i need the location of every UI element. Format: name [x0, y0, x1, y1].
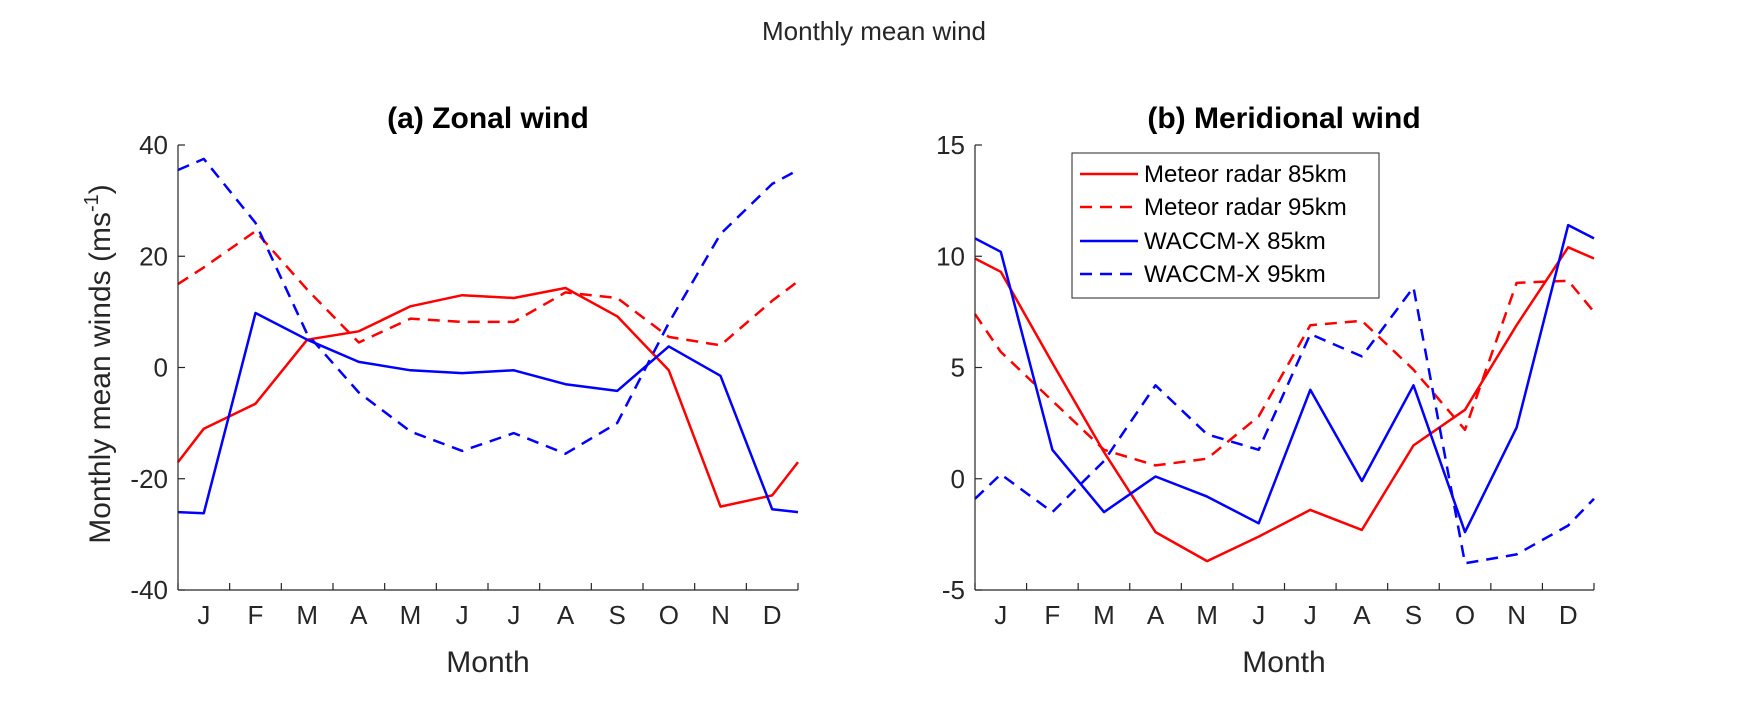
panel-a-ytick-label: 20 [139, 241, 168, 271]
panel-b-xtick-label: F [1044, 600, 1060, 630]
legend-label-waccm-95: WACCM-X 95km [1144, 261, 1326, 288]
panel-a-title: (a) Zonal wind [387, 102, 589, 135]
panel-a-ylabel-sup: -1 [81, 194, 103, 212]
panel-a-xtick-label: F [248, 600, 264, 630]
panel-a-series-lines [177, 157, 799, 515]
panel-a-series-2-line [177, 229, 799, 347]
panel-b-xlabel: Month [1242, 646, 1325, 679]
panel-a-xtick-label: J [507, 600, 520, 630]
panel-b-xtick-label: D [1559, 600, 1578, 630]
panel-a-ytick-label: 40 [139, 130, 168, 160]
panel-b-xtick-label: O [1455, 600, 1475, 630]
panel-a-xtick-label: S [608, 600, 625, 630]
panel-meridional-wind: (b) Meridional wind -5 0 5 10 15 J F M A M J J A S O N D… [936, 102, 1595, 679]
panel-b-series-1-line [974, 246, 1595, 563]
panel-a-xtick-label: J [456, 600, 469, 630]
panel-a-series-1-line [177, 286, 799, 508]
legend: Meteor radar 85km Meteor radar 95km WACC… [1071, 152, 1380, 299]
legend-label-meteor-85: Meteor radar 85km [1144, 161, 1347, 188]
panel-b-ytick-label: 0 [951, 464, 965, 494]
panel-a-ylabel-main: Monthly mean winds (ms [84, 212, 117, 544]
panel-b-ytick-label: 5 [951, 353, 965, 383]
panel-b-title: (b) Meridional wind [1147, 102, 1420, 135]
panel-b-series-4-line [974, 286, 1595, 565]
panel-a-xtick-label: D [763, 600, 782, 630]
panel-b-xtick-label: M [1093, 600, 1115, 630]
figure-suptitle: Monthly mean wind [762, 16, 986, 46]
panel-a-ytick-label: -40 [130, 575, 168, 605]
panel-b-xtick-label: J [1304, 600, 1317, 630]
panel-b-xtick-label: A [1353, 600, 1371, 630]
panel-b-series-lines [973, 223, 1595, 565]
panel-b-xtick-label: J [994, 600, 1007, 630]
legend-label-meteor-95: Meteor radar 95km [1144, 194, 1347, 221]
panel-b-series-2-line [973, 279, 1595, 467]
panel-b-xtick-label: M [1196, 600, 1218, 630]
panel-b-ytick-label: 10 [936, 241, 965, 271]
panel-b-axes: -5 0 5 10 15 J F M A M J J A S O N D [936, 130, 1595, 630]
panel-a-ytick-label: 0 [154, 353, 168, 383]
panel-a-xtick-label: A [350, 600, 368, 630]
panel-a-axes: -40 -20 0 20 40 J F M A M J J A S O N D [130, 130, 799, 630]
panel-b-ytick-label: 15 [936, 130, 965, 160]
panel-b-series-3-line [974, 223, 1595, 534]
panel-b-ytick-label: -5 [942, 575, 965, 605]
legend-label-waccm-85: WACCM-X 85km [1144, 228, 1326, 255]
panel-zonal-wind: (a) Zonal wind -40 -20 0 20 40 J F M A M J J A S O N D M… [81, 102, 799, 679]
panel-b-xtick-label: A [1147, 600, 1165, 630]
panel-a-xtick-label: A [557, 600, 575, 630]
panel-a-series-3-line [177, 311, 799, 515]
panel-a-xlabel: Month [446, 646, 529, 679]
panel-a-ylabel: Monthly mean winds (ms-1) [81, 184, 117, 544]
panel-a-xtick-label: M [400, 600, 422, 630]
panel-a-xtick-label: O [659, 600, 679, 630]
panel-a-ytick-label: -20 [130, 464, 168, 494]
panel-b-xtick-label: N [1507, 600, 1526, 630]
panel-a-xtick-label: J [197, 600, 210, 630]
panel-a-series-4-line [177, 157, 799, 455]
panel-b-xtick-label: J [1252, 600, 1265, 630]
panel-a-xtick-label: N [711, 600, 730, 630]
panel-a-ylabel-end: ) [84, 184, 117, 194]
panel-a-xtick-label: M [296, 600, 318, 630]
panel-b-xtick-label: S [1405, 600, 1422, 630]
